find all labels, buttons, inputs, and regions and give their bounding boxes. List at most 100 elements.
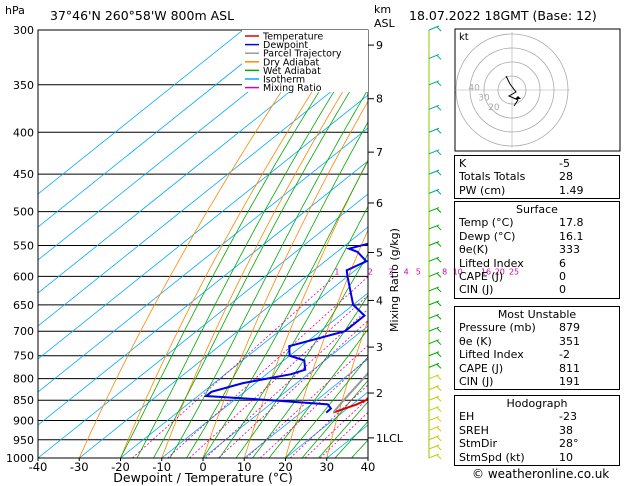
mixing-ratio-line <box>132 276 336 458</box>
table-row: Pressure (mb) 879 <box>459 321 615 334</box>
isotherm <box>79 226 368 458</box>
pressure-tick-label: 900 <box>13 415 34 428</box>
pressure-tick-label: 350 <box>13 79 34 92</box>
isotherm <box>38 94 368 360</box>
wind-barb-feather <box>436 81 442 87</box>
wet-adiabat <box>301 379 368 458</box>
x-tick-label: -40 <box>29 460 48 474</box>
wet-adiabat <box>186 121 368 458</box>
dry-adiabat <box>78 30 323 458</box>
wind-barb-feather <box>436 208 442 213</box>
row-label: CAPE (J) <box>459 270 504 284</box>
row-label: Pressure (mb) <box>459 321 536 335</box>
row-value: -2 <box>559 348 570 362</box>
wet-adiabat <box>153 60 368 458</box>
isotherm <box>202 325 368 458</box>
footer-credit: © weatheronline.co.uk <box>472 467 610 481</box>
hodograph-ring-label: 40 <box>468 83 480 93</box>
km-tick-label: 6 <box>376 197 383 210</box>
row-value: 351 <box>559 334 580 348</box>
row-value: -23 <box>559 410 577 424</box>
row-label: Dewp (°C) <box>459 229 516 243</box>
row-value: 28° <box>559 437 579 451</box>
wind-barb-feather <box>436 364 442 369</box>
most-unstable-title: Most Unstable <box>497 308 577 321</box>
km-tick-label: 1LCL <box>376 432 404 445</box>
series-line-parcel-trajectory <box>332 371 368 414</box>
km-tick-label: 7 <box>376 146 383 159</box>
row-label: Totals Totals <box>459 170 526 184</box>
row-value: 6 <box>559 256 566 270</box>
isotherm <box>161 292 368 458</box>
wet-adiabat <box>202 160 368 458</box>
table-row: EH -23 <box>459 410 615 423</box>
km-tick-label: 8 <box>376 93 383 106</box>
wind-barb-feather <box>436 150 442 156</box>
wind-barb-feather <box>436 314 442 320</box>
mixing-ratio-axis-label: Mixing Ratio (g/kg) <box>388 228 401 332</box>
most-unstable-table: Most Unstable Pressure (mb) 879 θe (K) 351 L… <box>454 306 620 391</box>
row-value: 17.8 <box>559 216 584 230</box>
wet-adiabat <box>318 401 368 458</box>
mixing-ratio-label: 1 <box>334 267 339 276</box>
row-label: CIN (J) <box>459 283 494 297</box>
dry-adiabat <box>161 49 368 458</box>
wind-barb-feather <box>436 287 442 293</box>
datetime-title: 18.07.2022 18GMT (Base: 12) <box>409 8 597 23</box>
dry-adiabat <box>120 30 352 458</box>
table-row: PW (cm) 1.49 <box>459 184 615 197</box>
row-value: 191 <box>559 375 580 389</box>
legend-entry: Wet Adiabat <box>263 66 321 77</box>
wind-barb-feather <box>436 26 442 32</box>
row-label: CAPE (J) <box>459 361 504 375</box>
hodograph-unit: kt <box>459 32 469 43</box>
wind-barb-feather <box>436 375 442 381</box>
wind-barb-feather <box>436 105 442 111</box>
km-tick-label: 3 <box>376 341 383 354</box>
isotherm <box>38 193 368 458</box>
hodograph-table-title: Hodograph <box>506 397 568 410</box>
mixing-ratio-line <box>259 357 368 458</box>
wind-barb-feather <box>436 407 442 412</box>
wind-barb-feather <box>436 327 442 333</box>
wind-barb-feather <box>436 55 442 60</box>
mixing-ratio-label: 8 <box>442 267 447 276</box>
wet-adiabat <box>252 294 368 458</box>
mixing-ratio-label: 25 <box>509 267 519 276</box>
row-value: 16.1 <box>559 229 584 243</box>
legend-entry: Temperature <box>262 32 323 43</box>
x-tick-label: 0 <box>199 460 206 474</box>
table-row: CIN (J) 191 <box>459 375 615 388</box>
storm-motion-marker <box>515 96 521 99</box>
wind-barb-feather <box>436 225 442 231</box>
row-label: PW (cm) <box>459 183 506 197</box>
x-tick-label: 40 <box>361 460 376 474</box>
wet-adiabat <box>285 355 368 458</box>
table-row: SREH 38 <box>459 424 615 437</box>
table-row: θe(K) 333 <box>459 243 615 256</box>
pressure-tick-label: 300 <box>13 24 34 37</box>
row-value: 38 <box>559 423 573 437</box>
pressure-tick-label: 950 <box>13 434 34 447</box>
wind-barb-feather <box>436 340 442 346</box>
isotherm <box>38 61 368 327</box>
row-label: SREH <box>459 423 489 437</box>
row-label: StmDir <box>459 437 498 451</box>
row-label: Lifted Index <box>459 256 524 270</box>
row-label: θe(K) <box>459 243 489 257</box>
isotherm <box>38 30 244 195</box>
row-value: 879 <box>559 321 580 335</box>
pressure-tick-label: 700 <box>13 325 34 338</box>
wind-barb-feather <box>436 242 442 247</box>
mixing-ratio-label: 3 <box>388 267 393 276</box>
surface-title: Surface <box>516 203 558 216</box>
isotherm <box>38 30 285 228</box>
mixing-ratio-label: 4 <box>404 267 409 276</box>
wind-barb-feather <box>436 301 442 307</box>
wind-barb-feather <box>436 386 442 391</box>
wind-barb-feather <box>436 128 442 134</box>
wet-adiabat <box>268 328 368 458</box>
km-unit-label: km <box>374 3 391 16</box>
